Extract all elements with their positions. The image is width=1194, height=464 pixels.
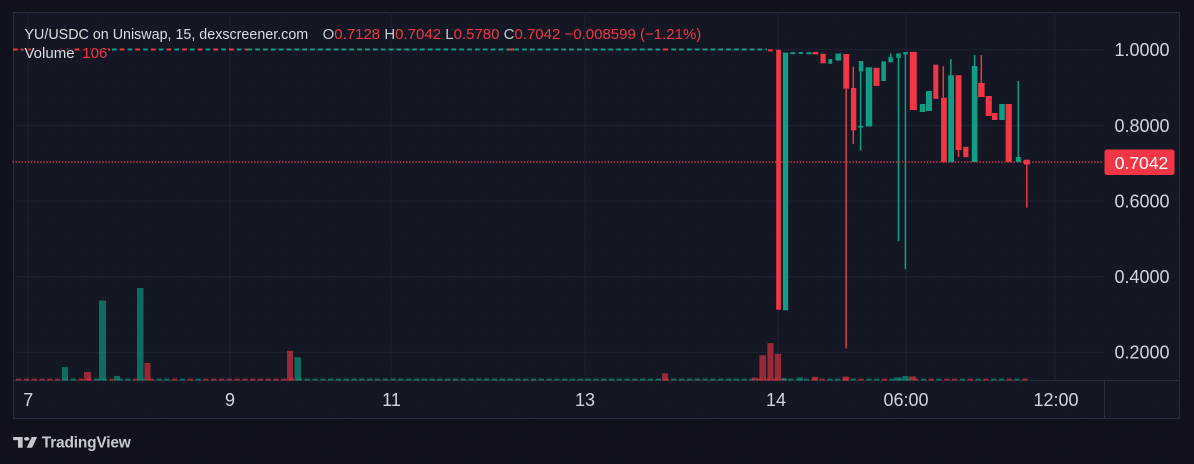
svg-text:O0.7128 H0.7042 L0.5780 C0.704: O0.7128 H0.7042 L0.5780 C0.7042 −0.00859… <box>323 26 702 43</box>
svg-text:Volume: Volume <box>25 45 75 62</box>
svg-text:TradingView: TradingView <box>42 435 132 452</box>
svg-text:11: 11 <box>382 390 401 410</box>
svg-text:14: 14 <box>766 390 786 410</box>
svg-text:0.2000: 0.2000 <box>1114 343 1169 363</box>
svg-text:12:00: 12:00 <box>1033 390 1078 410</box>
svg-text:0.4000: 0.4000 <box>1114 267 1169 287</box>
svg-text:0.8000: 0.8000 <box>1114 116 1169 136</box>
svg-text:0.7042: 0.7042 <box>1115 153 1169 173</box>
svg-text:0.6000: 0.6000 <box>1114 191 1169 211</box>
svg-text:106: 106 <box>82 45 107 62</box>
svg-text:9: 9 <box>225 390 235 410</box>
svg-text:06:00: 06:00 <box>883 390 928 410</box>
svg-text:YU/USDC on Uniswap, 15, dexscr: YU/USDC on Uniswap, 15, dexscreener.com <box>25 27 309 43</box>
svg-text:1.0000: 1.0000 <box>1114 40 1169 60</box>
svg-text:7: 7 <box>23 390 33 410</box>
svg-text:13: 13 <box>575 390 595 410</box>
